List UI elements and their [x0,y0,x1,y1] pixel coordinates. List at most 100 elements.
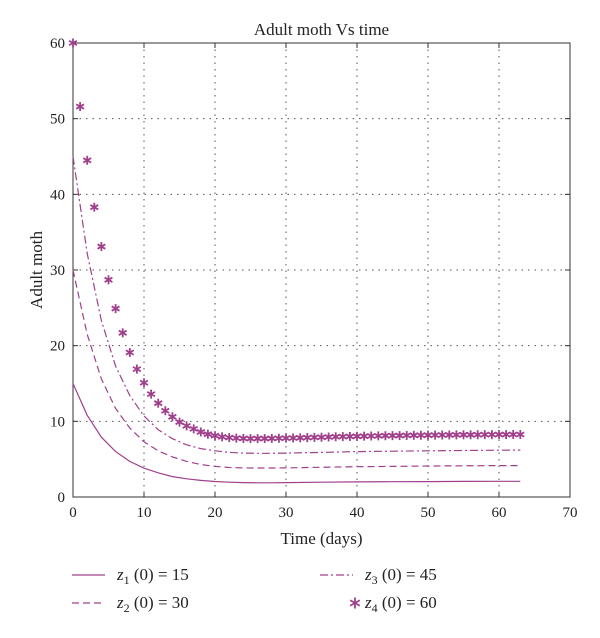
x-tick-label: 10 [137,505,152,521]
legend-marker [349,597,361,609]
data-point [153,398,163,408]
data-point [409,430,419,440]
data-point [416,430,426,440]
chart-title: Adult moth Vs time [254,20,389,39]
data-point [139,378,149,388]
data-point [494,430,504,440]
data-point [302,433,312,443]
data-point [196,427,206,437]
data-point [345,431,355,441]
data-point [402,430,412,440]
data-point [182,421,191,431]
legend-item: z3 (0) = 45 [320,565,437,587]
data-point [310,432,319,442]
x-tick-label: 60 [492,505,507,521]
data-point [338,432,348,442]
data-point [423,430,433,440]
y-axis-label: Adult moth [27,231,46,309]
series-layer [68,38,525,484]
legend-label: z3 (0) = 45 [364,565,437,587]
legend: z1 (0) = 15 z3 (0) = 45 z2 (0) = 30 z4 (0) … [72,565,437,615]
data-point [260,434,270,444]
x-axis-label: Time (days) [280,529,362,548]
data-point [366,431,376,441]
data-point [317,432,326,442]
data-point [125,347,135,357]
data-point [437,430,447,440]
data-point [324,432,333,442]
data-point [515,429,525,439]
data-point [168,412,177,422]
data-point [217,432,227,442]
data-point [288,433,298,443]
data-point [501,430,511,440]
data-point [210,431,220,441]
data-point [473,430,483,440]
data-point [89,202,99,212]
data-point [68,38,78,48]
x-tick-label: 30 [279,505,294,521]
data-point [224,433,234,443]
data-point [267,433,277,443]
legend-item: z2 (0) = 30 [72,593,189,615]
axis-ticks: 0 10 20 30 40 50 60 70 0 10 20 30 40 50 60 [50,36,578,521]
data-point [331,432,341,442]
data-point [444,430,454,440]
data-point [388,431,397,441]
data-point [274,433,284,443]
data-point [231,433,241,443]
legend-label: z4 (0) = 60 [364,593,437,615]
data-point [118,328,128,338]
data-point [82,155,92,165]
data-point [146,389,156,399]
data-point [281,433,291,443]
x-tick-label: 70 [563,505,578,521]
x-tick-label: 20 [208,505,223,521]
data-point [430,430,440,440]
y-tick-label: 50 [50,112,65,128]
data-point [480,430,490,440]
data-point [295,433,305,443]
data-point [97,242,106,252]
y-tick-label: 20 [50,339,65,355]
series-markers-4 [68,38,525,444]
series-line-3 [72,156,521,454]
data-point [359,431,369,441]
legend-label: z2 (0) = 30 [116,593,189,615]
y-tick-label: 0 [58,490,66,506]
data-point [452,430,461,440]
y-tick-label: 60 [50,36,65,52]
y-tick-label: 10 [50,414,65,430]
legend-item: z4 (0) = 60 [349,593,437,615]
y-tick-label: 30 [50,263,65,279]
legend-item: z1 (0) = 15 [72,565,189,587]
series-line-1 [72,383,521,484]
data-point [352,431,362,441]
series-line-2 [72,269,521,469]
data-point [246,434,255,444]
data-point [175,417,184,427]
data-point [75,102,85,112]
data-point [132,364,142,374]
data-point [111,304,120,314]
data-point [459,430,468,440]
legend-label: z1 (0) = 15 [116,565,189,587]
data-point [381,431,390,441]
x-tick-label: 50 [421,505,436,521]
data-point [160,406,170,416]
data-point [253,434,262,444]
data-point [373,431,383,441]
data-point [239,433,248,443]
grid-lines [73,43,570,497]
x-tick-label: 0 [69,505,77,521]
data-point [104,275,113,285]
data-point [508,429,518,439]
data-point [203,429,213,439]
data-point [487,430,497,440]
data-point [395,431,404,441]
data-point [189,424,199,434]
x-tick-label: 40 [350,505,365,521]
data-point [466,430,475,440]
y-tick-label: 40 [50,187,65,203]
